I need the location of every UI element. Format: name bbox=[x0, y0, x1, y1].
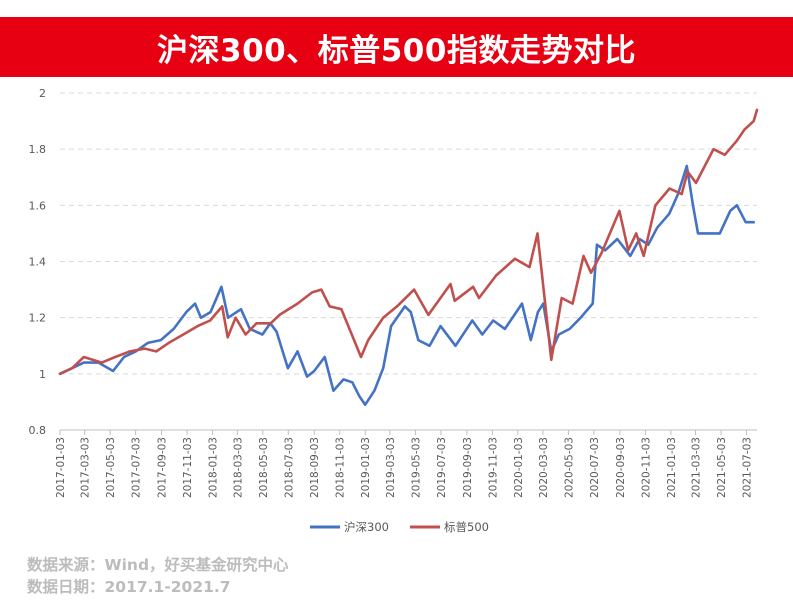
x-tick-label: 2021-01-03 bbox=[666, 437, 678, 498]
x-tick-label: 2019-11-03 bbox=[487, 437, 499, 498]
series-line-sp500 bbox=[58, 108, 759, 376]
x-tick-label: 2020-03-03 bbox=[538, 437, 550, 498]
x-tick-label: 2018-09-03 bbox=[309, 437, 321, 498]
x-tick-label: 2020-07-03 bbox=[589, 437, 601, 498]
x-tick-label: 2017-05-03 bbox=[105, 437, 117, 498]
x-tick-label: 2020-11-03 bbox=[640, 437, 652, 498]
x-tick-label: 2018-03-03 bbox=[232, 437, 244, 498]
legend-label: 沪深300 bbox=[344, 520, 389, 534]
x-tick-label: 2020-09-03 bbox=[615, 437, 627, 498]
x-tick-label: 2019-07-03 bbox=[436, 437, 448, 498]
x-tick-label: 2017-03-03 bbox=[80, 437, 92, 498]
series-line-hs300 bbox=[58, 164, 755, 406]
gridlines bbox=[60, 92, 757, 375]
y-tick-label: 2 bbox=[39, 87, 46, 100]
x-axis-ticks: 2017-01-03 2017-03-03 2017-05-03 2017-07-03… bbox=[55, 430, 754, 498]
x-tick-label: 2019-01-03 bbox=[360, 437, 372, 498]
x-tick-label: 2018-01-03 bbox=[208, 437, 220, 498]
page-title: 沪深300、标普500指数走势对比 bbox=[157, 32, 636, 69]
x-tick-label: 2019-09-03 bbox=[462, 437, 474, 498]
x-tick-label: 2019-03-03 bbox=[385, 437, 397, 498]
y-tick-label: 1.4 bbox=[29, 256, 47, 269]
data-date-note: 数据日期：2017.1-2021.7 bbox=[27, 578, 231, 596]
x-tick-label: 2017-01-03 bbox=[55, 437, 67, 498]
x-tick-label: 2018-07-03 bbox=[283, 437, 295, 498]
data-source-note: 数据来源：Wind，好买基金研究中心 bbox=[27, 556, 289, 574]
y-tick-label: 1.2 bbox=[29, 312, 47, 325]
legend: 沪深300 标普500 bbox=[310, 520, 489, 534]
x-tick-label: 2017-09-03 bbox=[157, 437, 169, 498]
x-tick-label: 2021-05-03 bbox=[716, 437, 728, 498]
legend-label: 标普500 bbox=[444, 520, 489, 534]
x-tick-label: 2021-03-03 bbox=[691, 437, 703, 498]
x-tick-label: 2017-11-03 bbox=[182, 437, 194, 498]
y-tick-label: 1.8 bbox=[29, 143, 47, 156]
title-banner: 沪深300、标普500指数走势对比 bbox=[0, 17, 793, 77]
series-lines bbox=[58, 108, 759, 406]
y-tick-label: 1.6 bbox=[29, 199, 47, 212]
y-axis-ticks: 0.8 1 1.2 1.4 1.6 1.8 2 bbox=[29, 87, 47, 437]
y-tick-label: 0.8 bbox=[29, 424, 47, 437]
x-tick-label: 2020-01-03 bbox=[513, 437, 525, 498]
x-tick-label: 2018-05-03 bbox=[258, 437, 270, 498]
x-tick-label: 2018-11-03 bbox=[335, 437, 347, 498]
x-tick-label: 2019-05-03 bbox=[410, 437, 422, 498]
x-tick-label: 2021-07-03 bbox=[742, 437, 754, 498]
x-tick-label: 2017-07-03 bbox=[131, 437, 143, 498]
x-tick-label: 2020-05-03 bbox=[563, 437, 575, 498]
y-tick-label: 1 bbox=[39, 368, 46, 381]
